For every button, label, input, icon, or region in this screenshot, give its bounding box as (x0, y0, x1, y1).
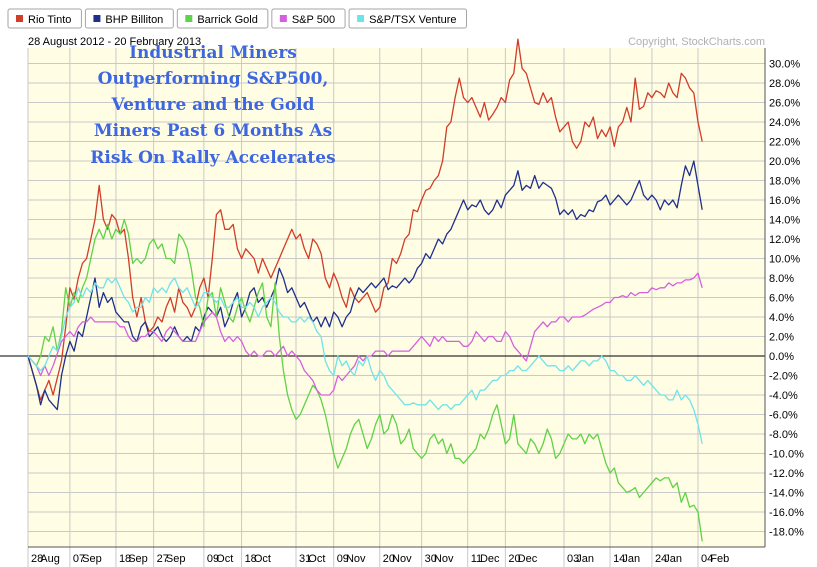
x-tick-label: 18 (119, 553, 131, 565)
date-range-label: 28 August 2012 - 20 February 2013 (28, 36, 201, 48)
x-tick-label: Jan (664, 553, 682, 565)
series-layer (27, 38, 703, 542)
legend-swatch (279, 15, 287, 22)
y-tick-label: 0.0% (769, 351, 794, 363)
annotation-line-1: Industrial Miners (129, 43, 297, 63)
legend-label: BHP Billiton (105, 14, 163, 26)
y-tick-label: 4.0% (769, 312, 794, 324)
series-line-0 (27, 38, 703, 401)
y-tick-label: 10.0% (769, 254, 800, 266)
legend: Rio Tinto BHP Billiton Barrick Gold S&P 500… (7, 8, 468, 29)
x-tick-label: Jan (576, 553, 594, 565)
y-tick-label: -12.0% (769, 468, 804, 480)
y-tick-label: 30.0% (769, 59, 800, 71)
x-tick-label: Aug (40, 553, 60, 565)
y-tick-label: 28.0% (769, 78, 800, 90)
x-tick-label: 30 (425, 553, 437, 565)
y-tick-label: -16.0% (769, 507, 804, 519)
annotation-line-5: Risk On Rally Accelerates (90, 148, 335, 168)
x-tick-label: Oct (254, 553, 271, 565)
y-axis: 30.0% 28.0% 26.0% 24.0% 22.0% 20.0% 18.0% 16.0%… (764, 48, 804, 547)
copyright-label: Copyright, StockCharts.com (628, 36, 765, 48)
x-tick-label: Dec (518, 553, 538, 565)
x-tick-label: 09 (207, 553, 219, 565)
legend-item-3[interactable]: S&P 500 (271, 8, 346, 29)
y-tick-label: 14.0% (769, 215, 800, 227)
x-tick-label: Oct (216, 553, 233, 565)
annotation: Industrial Miners Outperforming S&P500, … (90, 43, 335, 168)
x-tick-label: 20 (383, 553, 395, 565)
y-tick-label: -14.0% (769, 488, 804, 500)
x-tick-label: Nov (392, 553, 412, 565)
y-tick-label: 20.0% (769, 156, 800, 168)
y-tick-label: -6.0% (769, 410, 798, 422)
x-tick-label: 14 (613, 553, 625, 565)
y-tick-label: 18.0% (769, 176, 800, 188)
legend-box (348, 8, 468, 29)
legend-label: Barrick Gold (197, 14, 258, 26)
series-line-4 (27, 277, 703, 444)
series-line-2 (27, 218, 703, 542)
x-tick-label: 24 (655, 553, 667, 565)
x-tick-label: 27 (157, 553, 169, 565)
annotation-line-4: Miners Past 6 Months As (94, 121, 332, 141)
x-tick-label: Sep (82, 553, 102, 565)
y-tick-label: -4.0% (769, 390, 798, 402)
y-tick-label: -18.0% (769, 527, 804, 539)
y-tick-label: 22.0% (769, 137, 800, 149)
x-tick-label: 11 (471, 553, 482, 565)
x-tick-label: Nov (434, 553, 454, 565)
x-tick-label: 18 (245, 553, 257, 565)
y-tick-label: 6.0% (769, 293, 794, 305)
legend-box (84, 8, 174, 29)
y-tick-label: 8.0% (769, 273, 794, 285)
x-tick-label: 03 (567, 553, 579, 565)
legend-item-1[interactable]: BHP Billiton (84, 8, 174, 29)
legend-item-2[interactable]: Barrick Gold (176, 8, 269, 29)
x-tick-label: 20 (508, 553, 520, 565)
x-tick-label: Nov (346, 553, 366, 565)
y-tick-label: -2.0% (769, 371, 798, 383)
gridlines (0, 48, 765, 565)
legend-swatch (357, 15, 365, 22)
y-tick-label: 2.0% (769, 332, 794, 344)
x-tick-label: 09 (337, 553, 349, 565)
y-tick-label: -8.0% (769, 429, 798, 441)
y-tick-label: 12.0% (769, 234, 800, 246)
x-tick-label: Sep (128, 553, 148, 565)
x-tick-label: 31 (299, 553, 311, 565)
legend-item-4[interactable]: S&P/TSX Venture (348, 8, 468, 29)
series-line-3 (27, 272, 703, 396)
annotation-line-3: Venture and the Gold (110, 95, 314, 115)
x-tick-label: Oct (308, 553, 325, 565)
legend-box (7, 8, 82, 29)
legend-swatch (16, 15, 23, 22)
y-tick-label: -10.0% (769, 449, 804, 461)
x-axis-band (28, 547, 765, 567)
legend-box (176, 8, 269, 29)
legend-label: S&P/TSX Venture (369, 14, 456, 26)
x-tick-label: Sep (166, 553, 186, 565)
annotation-line-2: Outperforming S&P500, (98, 69, 329, 89)
legend-label: Rio Tinto (28, 14, 71, 26)
y-tick-label: 16.0% (769, 195, 800, 207)
legend-box (271, 8, 346, 29)
x-tick-label: 04 (701, 553, 713, 565)
x-tick-label: 28 (31, 553, 43, 565)
x-tick-label: Jan (622, 553, 640, 565)
series-line-1 (27, 160, 703, 411)
legend-swatch (185, 15, 193, 22)
legend-item-0[interactable]: Rio Tinto (7, 8, 82, 29)
y-tick-label: 26.0% (769, 98, 800, 110)
legend-swatch (93, 15, 101, 22)
legend-label: S&P 500 (292, 14, 335, 26)
x-tick-label: 07 (73, 553, 85, 565)
x-tick-label: Feb (710, 553, 729, 565)
y-tick-label: 24.0% (769, 117, 800, 129)
x-tick-label: Dec (480, 553, 500, 565)
